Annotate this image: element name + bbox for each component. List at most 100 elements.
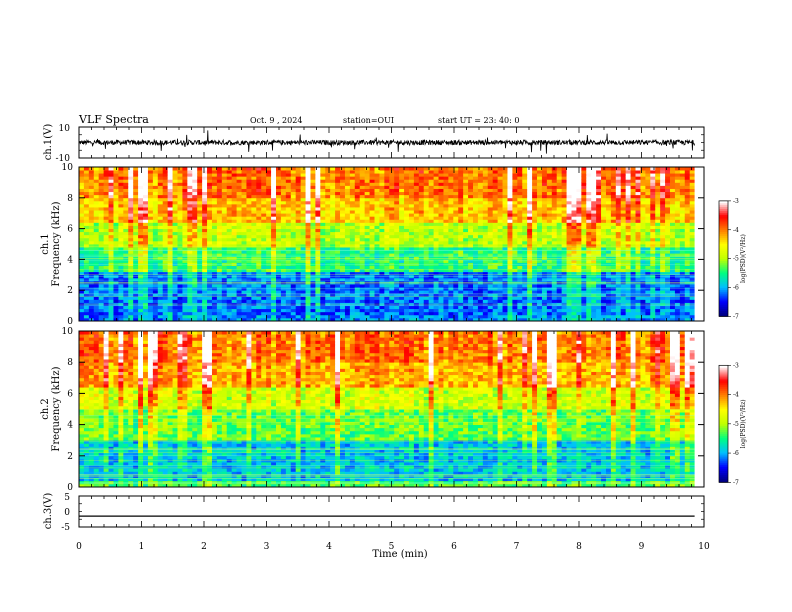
spectrogram-cell bbox=[83, 207, 90, 211]
spectrogram-cell bbox=[330, 225, 336, 229]
spectrogram-cell bbox=[241, 182, 247, 186]
spectrogram-cell bbox=[295, 268, 302, 273]
spectrogram-cell bbox=[354, 237, 361, 242]
spectrogram-cell bbox=[138, 173, 144, 177]
spectrogram-cell bbox=[246, 167, 252, 171]
spectrogram-cell bbox=[468, 311, 474, 316]
spectrogram-cell bbox=[404, 290, 410, 294]
spectrogram-cell bbox=[221, 203, 228, 208]
spectrogram-cell bbox=[207, 194, 213, 199]
spectrogram-cell bbox=[256, 299, 262, 303]
spectrogram-cell bbox=[556, 176, 563, 180]
spectrogram-cell bbox=[408, 182, 415, 186]
spectrogram-cell bbox=[384, 228, 390, 233]
spectrogram-cell bbox=[246, 182, 252, 186]
spectrogram-cell bbox=[133, 305, 139, 310]
spectrogram-cell bbox=[517, 200, 523, 205]
spectrogram-cell bbox=[448, 237, 454, 242]
spectrogram-cell bbox=[187, 296, 193, 300]
spectrogram-cell bbox=[261, 210, 267, 214]
spectrogram-cell bbox=[458, 188, 464, 193]
spectrogram-cell bbox=[93, 185, 100, 189]
spectrogram-cell bbox=[113, 314, 119, 319]
spectrogram-cell bbox=[413, 200, 420, 205]
spectrogram-cell bbox=[285, 244, 292, 248]
spectrogram-cell bbox=[128, 237, 134, 242]
spectrogram-cell bbox=[404, 308, 410, 313]
spectrogram-cell bbox=[231, 231, 237, 236]
spectrogram-cell bbox=[143, 271, 149, 276]
spectrogram-cell bbox=[320, 268, 326, 273]
spectrogram-cell bbox=[507, 200, 513, 205]
spectrogram-cell bbox=[512, 308, 518, 313]
spectrogram-cell bbox=[473, 231, 479, 236]
spectrogram-cell bbox=[197, 210, 203, 214]
spectrogram-cell bbox=[211, 179, 218, 183]
spectrogram-cell bbox=[98, 216, 105, 220]
spectrogram-cell bbox=[473, 240, 479, 245]
spectrogram-cell bbox=[202, 265, 208, 270]
spectrogram-cell bbox=[211, 284, 218, 288]
spectrogram-cell bbox=[340, 216, 346, 220]
spectrogram-cell bbox=[290, 213, 297, 217]
spectrogram-cell bbox=[561, 176, 567, 180]
spectrogram-cell bbox=[300, 265, 306, 270]
spectrogram-cell bbox=[143, 194, 149, 199]
spectrogram-cell bbox=[103, 250, 109, 254]
spectrogram-cell bbox=[261, 247, 267, 251]
spectrogram-cell bbox=[433, 207, 439, 211]
spectrogram-cell bbox=[384, 317, 390, 322]
spectrogram-cell bbox=[349, 210, 356, 214]
spectrogram-cell bbox=[438, 179, 444, 183]
spectrogram-cell bbox=[507, 244, 513, 248]
spectrogram-cell bbox=[463, 203, 469, 208]
spectrogram-cell bbox=[236, 185, 242, 189]
spectrogram-cell bbox=[138, 200, 144, 205]
spectrogram-cell bbox=[256, 167, 262, 171]
spectrogram-cell bbox=[492, 277, 499, 282]
spectrogram-cell bbox=[162, 277, 169, 282]
spectrogram-cell bbox=[335, 231, 341, 236]
spectrogram-cell bbox=[517, 299, 523, 303]
spectrogram-cell bbox=[502, 244, 508, 248]
spectrogram-cell bbox=[561, 213, 567, 217]
spectrogram-cell bbox=[546, 213, 553, 217]
spectrogram-cell bbox=[364, 176, 370, 180]
spectrogram-cell bbox=[399, 250, 405, 254]
spectrogram-cell bbox=[88, 308, 95, 313]
spectrogram-cell bbox=[325, 213, 331, 217]
spectrogram-cell bbox=[123, 200, 129, 205]
spectrogram-cell bbox=[147, 197, 154, 202]
spectrogram-cell bbox=[448, 173, 454, 177]
spectrogram-cell bbox=[152, 290, 159, 294]
spectrogram-cell bbox=[537, 311, 543, 316]
spectrogram-cell bbox=[236, 200, 242, 205]
spectrogram-cell bbox=[438, 299, 444, 303]
spectrogram-cell bbox=[123, 179, 129, 183]
spectrogram-cell bbox=[522, 210, 528, 214]
spectrogram-cell bbox=[482, 244, 489, 248]
spectrogram-cell bbox=[408, 203, 415, 208]
spectrogram-cell bbox=[261, 176, 267, 180]
spectrogram-cell bbox=[517, 259, 523, 263]
spectrogram-cell bbox=[374, 207, 380, 211]
spectrogram-cell bbox=[468, 234, 474, 239]
spectrogram-cell bbox=[290, 173, 297, 177]
spectrogram-cell bbox=[507, 213, 513, 217]
spectrogram-cell bbox=[473, 277, 479, 282]
spectrogram-cell bbox=[566, 317, 572, 322]
spectrogram-cell bbox=[246, 308, 252, 313]
spectrogram-cell bbox=[335, 317, 341, 322]
spectrogram-cell bbox=[152, 299, 159, 303]
spectrogram-cell bbox=[330, 299, 336, 303]
spectrogram-cell bbox=[108, 194, 114, 199]
spectrogram-cell bbox=[226, 314, 233, 319]
spectrogram-cell bbox=[98, 284, 105, 288]
spectrogram-cell bbox=[295, 234, 302, 239]
spectrogram-cell bbox=[83, 284, 90, 288]
spectrogram-cell bbox=[369, 268, 375, 273]
spectrogram-cell bbox=[157, 234, 164, 239]
spectrogram-cell bbox=[103, 262, 109, 266]
spectrogram-cell bbox=[428, 197, 435, 202]
spectrogram-cell bbox=[394, 170, 400, 174]
